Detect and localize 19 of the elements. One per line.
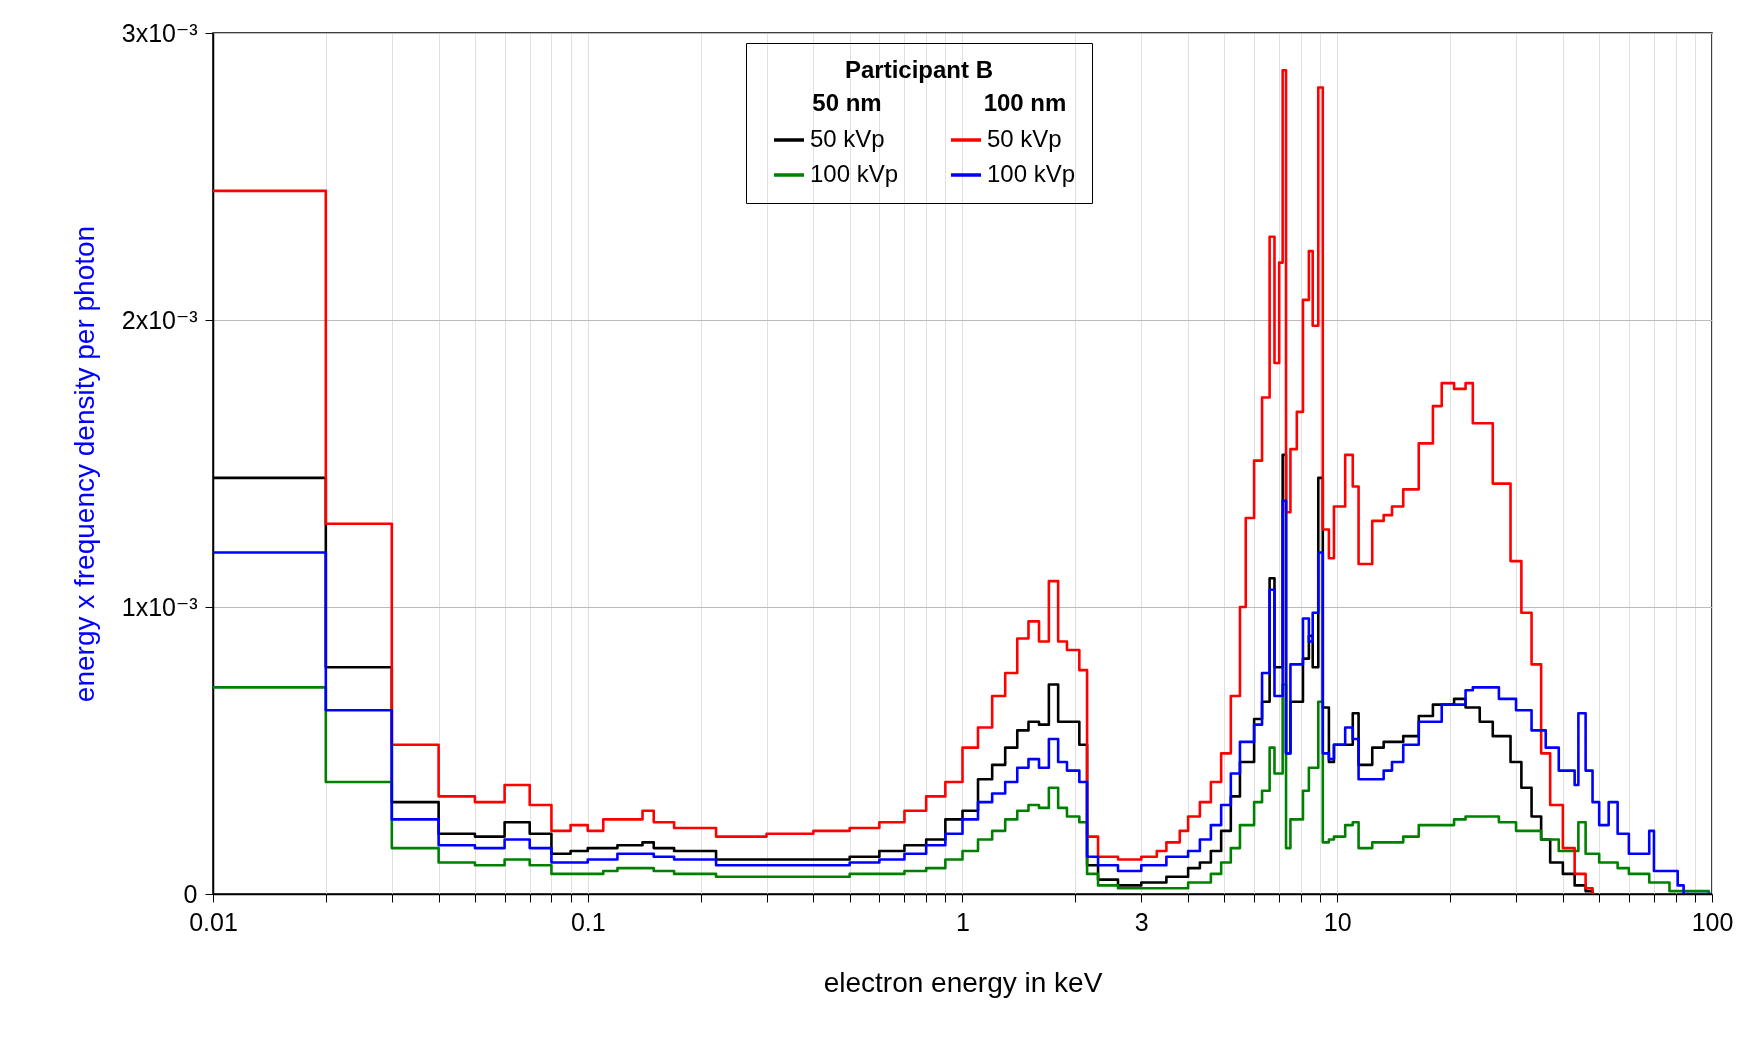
legend-label: 100 kVp	[810, 160, 899, 187]
y-tick-label: 1x10⁻³	[121, 592, 198, 621]
x-axis-title: electron energy in keV	[823, 966, 1103, 998]
annotation: 100 nm	[983, 89, 1067, 116]
legend-label: 100 kVp	[987, 160, 1076, 187]
legend-label: 50 kVp	[987, 125, 1062, 152]
x-tick-label: 1	[956, 907, 970, 936]
x-tick-label: 0.01	[189, 907, 238, 936]
legend-title: Participant B	[844, 56, 994, 83]
x-tick-label: 3	[1134, 907, 1149, 936]
annotation: 50 nm	[812, 89, 882, 116]
x-tick-label: 0.1	[570, 907, 606, 936]
x-tick-label: 100	[1691, 907, 1734, 936]
y-axis-title: energy x frequency density per photon	[68, 225, 100, 703]
y-tick-label: 0	[183, 879, 198, 908]
y-tick-label: 3x10⁻³	[121, 18, 198, 47]
x-tick-label: 10	[1323, 907, 1352, 936]
legend-label: 50 kVp	[810, 125, 885, 152]
y-tick-label: 2x10⁻³	[121, 305, 198, 334]
